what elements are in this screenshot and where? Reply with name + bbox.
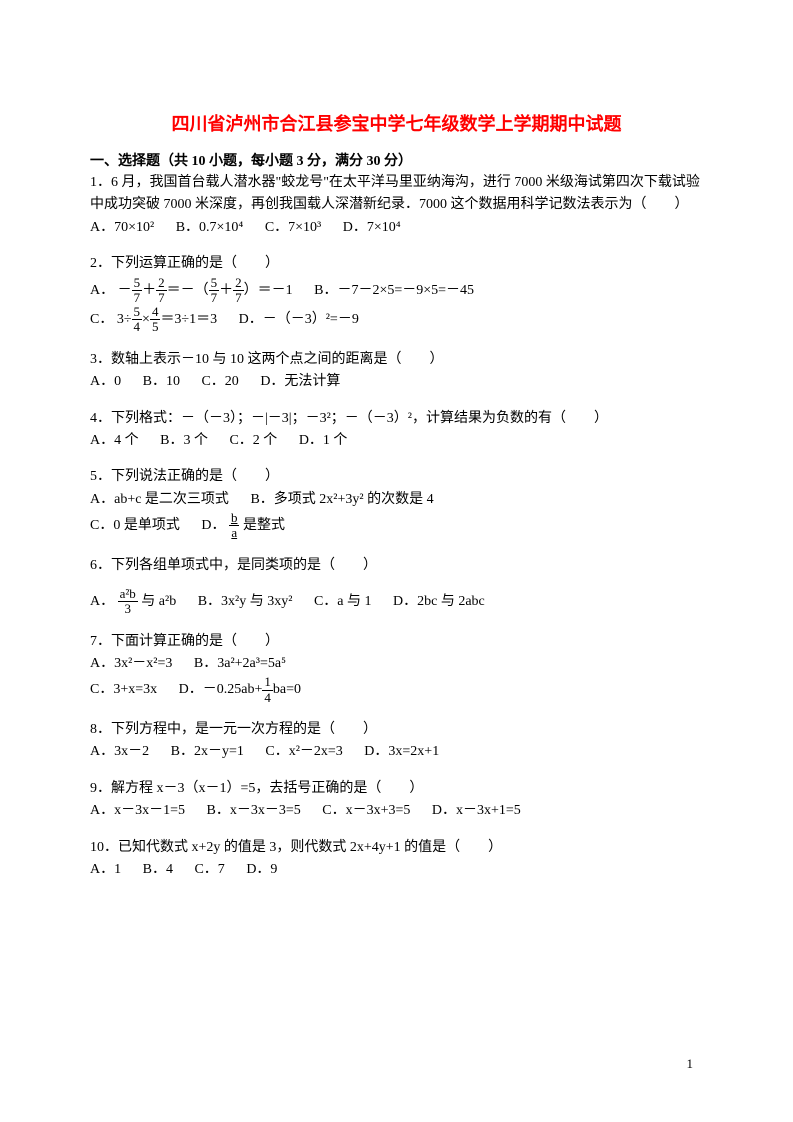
question-options: A．0 B．10 C．20 D．无法计算 [90, 371, 703, 393]
option-a: A．3x²－x²=3 [90, 653, 172, 675]
question-text: 8．下列方程中，是一元一次方程的是（ ） [90, 719, 703, 741]
option-a: A． a²b3 与 a²b [90, 587, 176, 617]
option-d-prefix: D． [201, 518, 225, 533]
option-c-prefix: C． [90, 312, 113, 327]
option-a-prefix: A． [90, 283, 114, 298]
option-b: B．2x－y=1 [171, 741, 244, 763]
option-d: D．1 个 [299, 430, 348, 452]
option-d: D．2bc 与 2abc [393, 591, 485, 613]
page-content: 四川省泸州市合江县参宝中学七年级数学上学期期中试题 一、选择题（共 10 小题，… [0, 0, 793, 935]
option-b: B．多项式 2x²+3y² 的次数是 4 [250, 489, 433, 511]
option-d: D．无法计算 [260, 371, 340, 393]
question-options-row1: A． －57＋27＝－（57＋27）＝－1 B．－7－2×5=－9×5=－45 [90, 276, 703, 306]
question-text: 5．下列说法正确的是（ ） [90, 466, 703, 488]
question-8: 8．下列方程中，是一元一次方程的是（ ） A．3x－2 B．2x－y=1 C．x… [90, 719, 703, 764]
option-b: B．3x²y 与 3xy² [198, 591, 293, 613]
option-b: B．－7－2×5=－9×5=－45 [314, 280, 474, 302]
option-d: D．7×10⁴ [343, 217, 401, 239]
question-options-row2: C．3+x=3x D．－0.25ab+14ba=0 [90, 675, 703, 705]
question-2: 2．下列运算正确的是（ ） A． －57＋27＝－（57＋27）＝－1 B．－7… [90, 253, 703, 335]
question-text: 10．已知代数式 x+2y 的值是 3，则代数式 2x+4y+1 的值是（ ） [90, 837, 703, 859]
option-b: B．10 [143, 371, 180, 393]
option-b: B．4 [143, 859, 173, 881]
option-c: C．x－3x+3=5 [322, 800, 410, 822]
option-a: A．ab+c 是二次三项式 [90, 489, 229, 511]
question-options-row2: C．0 是单项式 D． ba 是整式 [90, 511, 703, 541]
section-header: 一、选择题（共 10 小题，每小题 3 分，满分 30 分） [90, 150, 703, 170]
question-text: 1．6 月，我国首台载人潜水器"蛟龙号"在太平洋马里亚纳海沟，进行 7000 米… [90, 172, 703, 217]
option-c: C．2 个 [229, 430, 277, 452]
option-d-suffix: ba=0 [273, 682, 301, 697]
option-b: B．x－3x－3=5 [207, 800, 301, 822]
question-options: A．3x－2 B．2x－y=1 C．x²－2x=3 D．3x=2x+1 [90, 741, 703, 763]
question-options-row1: A．ab+c 是二次三项式 B．多项式 2x²+3y² 的次数是 4 [90, 489, 703, 511]
option-a: A．0 [90, 371, 121, 393]
question-1: 1．6 月，我国首台载人潜水器"蛟龙号"在太平洋马里亚纳海沟，进行 7000 米… [90, 172, 703, 239]
option-b: B．0.7×10⁴ [176, 217, 244, 239]
option-d: D．x－3x+1=5 [432, 800, 521, 822]
option-a: A． －57＋27＝－（57＋27）＝－1 [90, 276, 293, 306]
option-c: C．20 [201, 371, 238, 393]
question-text: 7．下面计算正确的是（ ） [90, 631, 703, 653]
option-b: B．3a²+2a³=5a⁵ [194, 653, 286, 675]
question-options: A． a²b3 与 a²b B．3x²y 与 3xy² C．a 与 1 D．2b… [90, 587, 703, 617]
option-c: C．3+x=3x [90, 679, 157, 701]
question-3: 3．数轴上表示－10 与 10 这两个点之间的距离是（ ） A．0 B．10 C… [90, 349, 703, 394]
question-options: A．4 个 B．3 个 C．2 个 D．1 个 [90, 430, 703, 452]
formula: 14 [262, 675, 273, 705]
formula: 3÷54×45＝3÷1＝3 [117, 312, 217, 327]
formula: －57＋27＝－（57＋27）＝－1 [118, 283, 293, 298]
option-d: D．－0.25ab+14ba=0 [179, 675, 301, 705]
question-10: 10．已知代数式 x+2y 的值是 3，则代数式 2x+4y+1 的值是（ ） … [90, 837, 703, 882]
option-a: A．3x－2 [90, 741, 149, 763]
page-number: 1 [687, 1056, 694, 1072]
option-a: A．1 [90, 859, 121, 881]
question-options: A．70×10² B．0.7×10⁴ C．7×10³ D．7×10⁴ [90, 217, 703, 239]
question-text: 3．数轴上表示－10 与 10 这两个点之间的距离是（ ） [90, 349, 703, 371]
question-text: 9．解方程 x－3（x－1）=5，去括号正确的是（ ） [90, 778, 703, 800]
question-options-row1: A．3x²－x²=3 B．3a²+2a³=5a⁵ [90, 653, 703, 675]
option-d: D． ba 是整式 [201, 511, 285, 541]
formula: ba [229, 511, 240, 541]
option-a-prefix: A． [90, 594, 114, 609]
option-c: C．7 [194, 859, 224, 881]
option-d-prefix: D．－0.25ab+ [179, 682, 263, 697]
question-text: 4．下列格式：－（－3）；－|－3|；－3²；－（－3）²，计算结果为负数的有（… [90, 408, 703, 430]
question-7: 7．下面计算正确的是（ ） A．3x²－x²=3 B．3a²+2a³=5a⁵ C… [90, 631, 703, 705]
option-a: A．70×10² [90, 217, 154, 239]
question-options: A．x－3x－1=5 B．x－3x－3=5 C．x－3x+3=5 D．x－3x+… [90, 800, 703, 822]
question-options: A．1 B．4 C．7 D．9 [90, 859, 703, 881]
option-a: A．x－3x－1=5 [90, 800, 185, 822]
formula: a²b3 [118, 587, 138, 617]
option-d: D．9 [246, 859, 277, 881]
option-c: C．0 是单项式 [90, 515, 180, 537]
option-b: B．3 个 [160, 430, 208, 452]
question-4: 4．下列格式：－（－3）；－|－3|；－3²；－（－3）²，计算结果为负数的有（… [90, 408, 703, 453]
question-6: 6．下列各组单项式中，是同类项的是（ ） A． a²b3 与 a²b B．3x²… [90, 555, 703, 617]
option-c: C．7×10³ [265, 217, 321, 239]
question-text: 6．下列各组单项式中，是同类项的是（ ） [90, 555, 703, 577]
question-options-row2: C． 3÷54×45＝3÷1＝3 D．－（－3）²=－9 [90, 305, 703, 335]
option-c: C．x²－2x=3 [265, 741, 342, 763]
option-d: D．3x=2x+1 [364, 741, 439, 763]
option-a-suffix: 与 a²b [141, 594, 176, 609]
document-title: 四川省泸州市合江县参宝中学七年级数学上学期期中试题 [90, 110, 703, 136]
question-9: 9．解方程 x－3（x－1）=5，去括号正确的是（ ） A．x－3x－1=5 B… [90, 778, 703, 823]
question-text: 2．下列运算正确的是（ ） [90, 253, 703, 275]
option-c: C． 3÷54×45＝3÷1＝3 [90, 305, 217, 335]
option-c: C．a 与 1 [314, 591, 372, 613]
option-d: D．－（－3）²=－9 [239, 309, 359, 331]
option-d-suffix: 是整式 [243, 518, 285, 533]
option-a: A．4 个 [90, 430, 139, 452]
question-5: 5．下列说法正确的是（ ） A．ab+c 是二次三项式 B．多项式 2x²+3y… [90, 466, 703, 540]
